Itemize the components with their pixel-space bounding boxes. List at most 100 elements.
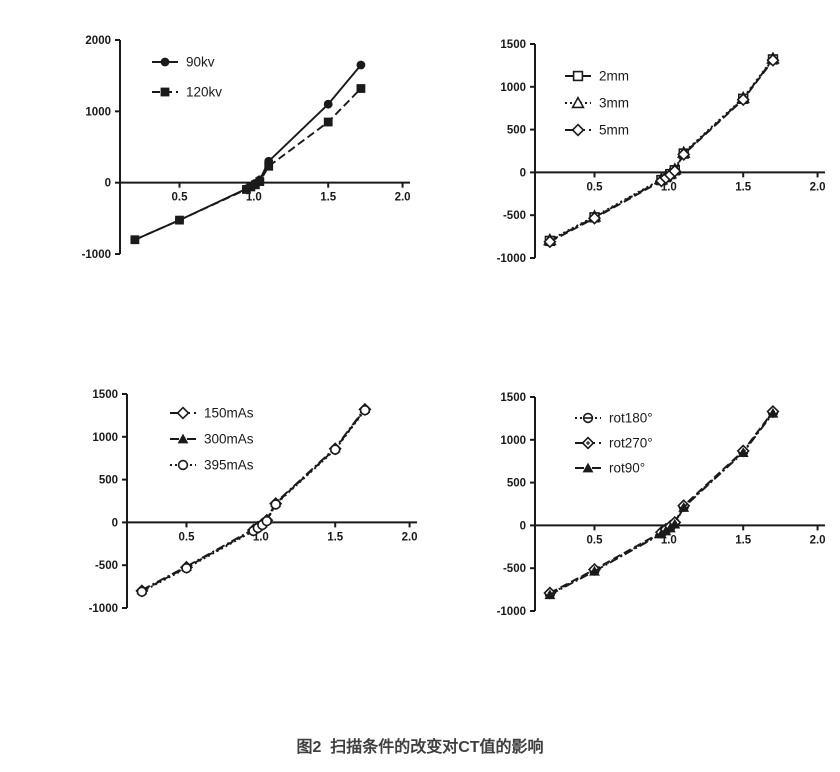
legend: 150mAs 300mAs 395mAs bbox=[170, 406, 254, 473]
y-tick-label: 1000 bbox=[92, 432, 118, 444]
marker-triangle-filled bbox=[589, 565, 600, 576]
legend-label: 2mm bbox=[599, 69, 629, 84]
marker-circle-open bbox=[177, 459, 189, 471]
y-tick-label: -1000 bbox=[497, 606, 526, 618]
legend-label: rot270° bbox=[609, 436, 653, 451]
marker-square-filled bbox=[242, 185, 251, 194]
legend-label: rot90° bbox=[609, 461, 645, 476]
marker-circle-filled bbox=[323, 99, 333, 109]
marker-square-filled bbox=[246, 182, 256, 192]
y-tick-label: -1000 bbox=[497, 253, 526, 265]
y-tick-label: 2000 bbox=[85, 35, 111, 47]
legend-label: 5mm bbox=[599, 123, 629, 138]
legend: 2mm 3mm 5mm bbox=[565, 69, 629, 138]
marker-triangle-filled bbox=[544, 589, 556, 600]
series-rot270- bbox=[543, 405, 780, 600]
x-tick-label: 1.5 bbox=[327, 531, 344, 543]
marker-circle-filled bbox=[356, 60, 366, 70]
y-tick-label: -500 bbox=[503, 210, 526, 222]
y-tick-label: -500 bbox=[503, 563, 526, 575]
marker-triangle-filled bbox=[678, 502, 690, 512]
marker-circle-open bbox=[330, 444, 341, 455]
y-tick-label: 1000 bbox=[85, 106, 111, 118]
x-tick-label: 2.0 bbox=[395, 192, 411, 204]
x-tick-label: 2.0 bbox=[810, 534, 826, 546]
series-rot90- bbox=[544, 407, 779, 600]
figure-caption: 图2 扫描条件的改变对CT值的影响 bbox=[296, 739, 544, 756]
y-tick-label: 500 bbox=[99, 475, 118, 487]
marker-diamond-open bbox=[571, 123, 585, 137]
legend-label: 3mm bbox=[599, 96, 629, 111]
series-395mas bbox=[136, 405, 371, 597]
axes: -1000 0 1000 2000 0.5 1.0 1.5 2.0 bbox=[82, 35, 411, 261]
x-tick-label: 0.5 bbox=[586, 181, 603, 193]
marker-square-filled bbox=[356, 84, 366, 93]
x-tick-label: 0.5 bbox=[586, 534, 603, 546]
y-tick-label: 0 bbox=[112, 517, 118, 529]
legend: 90kv 120kv bbox=[152, 55, 222, 100]
y-tick-label: 1500 bbox=[500, 39, 526, 51]
y-tick-label: -1000 bbox=[82, 249, 111, 261]
x-tick-label: 1.5 bbox=[735, 181, 752, 193]
marker-square-filled bbox=[264, 161, 274, 171]
marker-square-filled bbox=[250, 180, 260, 190]
chart-panel-mas: -1000 -500 0 500 1000 1500 0.5 1.0 1.5 2.0 150mAs 3… bbox=[69, 382, 429, 632]
marker-circle-filled bbox=[160, 57, 170, 67]
marker-triangle-filled bbox=[669, 518, 681, 529]
marker-triangle-filled bbox=[582, 462, 594, 473]
legend-label: 395mAs bbox=[204, 458, 254, 473]
x-tick-label: 0.5 bbox=[178, 531, 195, 543]
legend-label: 150mAs bbox=[204, 406, 254, 421]
x-tick-label: 0.5 bbox=[171, 192, 188, 204]
marker-square-filled bbox=[160, 87, 170, 97]
marker-diamond-open bbox=[543, 235, 557, 249]
marker-triangle-open bbox=[571, 95, 585, 109]
y-tick-label: -1000 bbox=[89, 603, 118, 615]
legend-label: 120kv bbox=[186, 85, 222, 100]
y-tick-label: 500 bbox=[507, 478, 526, 490]
marker-triangle-filled bbox=[656, 528, 667, 539]
marker-circle-open bbox=[181, 562, 192, 574]
x-tick-label: 2.0 bbox=[402, 531, 418, 543]
marker-triangle-filled bbox=[660, 525, 672, 536]
chart-panel-rotation: -1000 -500 0 500 1000 1500 0.5 1.0 1.5 2.0 rot180°… bbox=[477, 385, 837, 635]
marker-diamond-open bbox=[766, 53, 780, 67]
chart-panel-kv: -1000 0 1000 2000 0.5 1.0 1.5 2.0 90kv 120kv bbox=[62, 28, 422, 278]
marker-diamond-open bbox=[587, 211, 602, 225]
marker-triangle-filled bbox=[177, 433, 189, 444]
marker-diamond-open bbox=[736, 93, 750, 107]
y-tick-label: 1000 bbox=[500, 435, 526, 447]
x-tick-label: 1.5 bbox=[735, 534, 752, 546]
marker-triangle-filled bbox=[737, 447, 749, 458]
chart-kv: -1000 0 1000 2000 0.5 1.0 1.5 2.0 90kv 120kv bbox=[82, 35, 411, 261]
y-tick-label: -500 bbox=[95, 560, 118, 572]
marker-triangle-filled bbox=[767, 407, 779, 418]
series-rot180- bbox=[544, 407, 779, 600]
marker-circle-open bbox=[261, 515, 272, 527]
marker-diamond-open bbox=[668, 164, 682, 178]
marker-circle-open bbox=[136, 586, 148, 597]
marker-square-filled bbox=[323, 117, 333, 127]
marker-square-filled bbox=[175, 215, 184, 225]
marker-diamond-plus bbox=[581, 436, 595, 450]
y-tick-label: 0 bbox=[520, 520, 526, 532]
marker-circle-theta bbox=[582, 412, 594, 424]
series-5mm bbox=[543, 53, 780, 249]
series-120kv bbox=[130, 84, 366, 245]
marker-diamond-open bbox=[176, 406, 190, 420]
marker-circle-open bbox=[359, 405, 371, 416]
y-tick-label: 1500 bbox=[500, 392, 526, 404]
y-tick-label: 1500 bbox=[92, 389, 118, 401]
legend-label: rot180° bbox=[609, 411, 653, 426]
legend: rot180° rot270° rot90° bbox=[575, 411, 653, 476]
series-3mm bbox=[543, 51, 780, 246]
marker-circle-open bbox=[270, 499, 281, 510]
x-tick-label: 2.0 bbox=[810, 181, 826, 193]
legend-label: 300mAs bbox=[204, 432, 254, 447]
marker-square-filled bbox=[130, 235, 140, 245]
